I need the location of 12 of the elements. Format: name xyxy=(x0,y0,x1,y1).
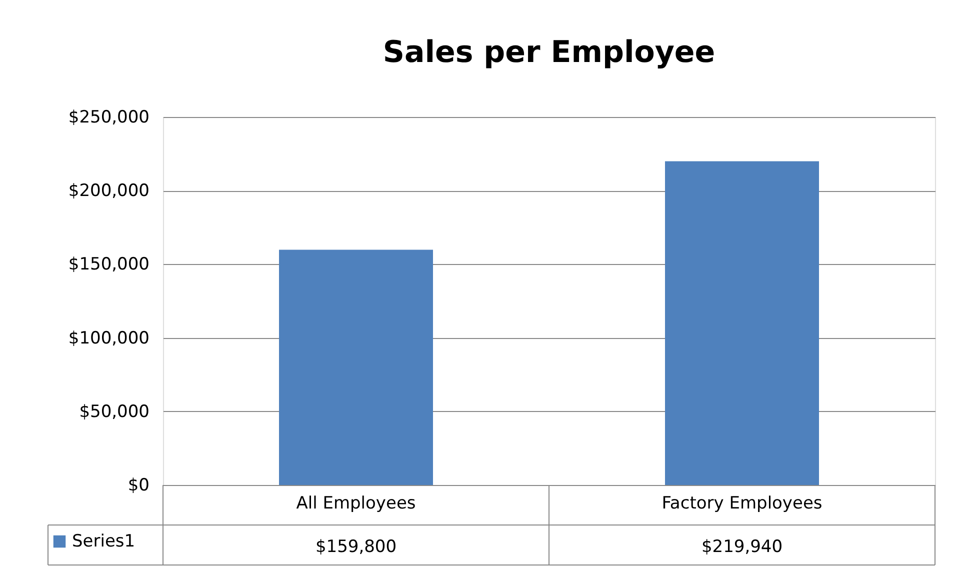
x-tick-label: Factory Employees xyxy=(662,494,822,514)
y-tick-label: $100,000 xyxy=(68,328,150,348)
y-tick-label: $50,000 xyxy=(79,402,150,422)
y-tick-label: $200,000 xyxy=(68,181,150,202)
y-tick-label: $250,000 xyxy=(68,108,150,128)
data-label: $219,940 xyxy=(701,537,783,557)
data-label: $159,800 xyxy=(315,537,397,557)
y-tick-label: $0 xyxy=(128,476,150,496)
chart-title: Sales per Employee xyxy=(382,35,716,70)
y-tick-label: $150,000 xyxy=(68,254,150,275)
x-tick-label: All Employees xyxy=(296,494,416,514)
legend-label: Series1 xyxy=(72,532,136,552)
